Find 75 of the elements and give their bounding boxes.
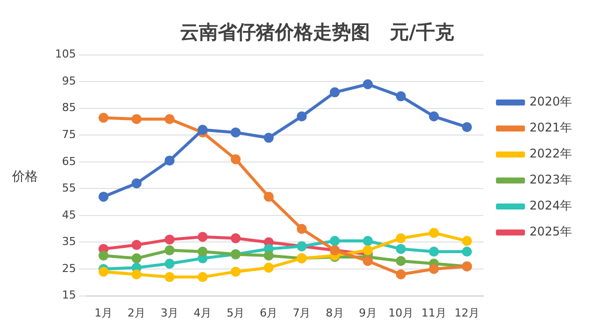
point	[462, 122, 472, 132]
x-tick-label: 5月	[226, 306, 245, 320]
point	[462, 236, 472, 246]
y-axis-title: 价格	[11, 169, 38, 184]
point	[296, 224, 307, 234]
point	[164, 156, 175, 166]
point	[296, 111, 307, 122]
point	[428, 264, 439, 274]
x-tick-label: 12月	[454, 306, 480, 320]
point	[230, 154, 241, 164]
point	[462, 246, 472, 257]
chart-title: 云南省仔猪价格走势图 元/千克	[180, 21, 454, 44]
x-tick-label: 10月	[388, 306, 414, 320]
x-tick-label: 11月	[421, 306, 446, 320]
y-tick-label: 25	[62, 262, 76, 275]
x-tick-label: 7月	[292, 306, 311, 320]
point	[362, 236, 373, 246]
x-tick-label: 3月	[160, 306, 179, 320]
y-tick-label: 35	[62, 235, 76, 248]
y-tick-label: 105	[54, 48, 76, 61]
point	[330, 87, 340, 98]
point	[264, 250, 274, 261]
y-tick-label: 85	[62, 101, 76, 114]
point	[428, 228, 439, 238]
point	[396, 233, 406, 244]
y-tick-label: 45	[62, 208, 76, 222]
point	[164, 245, 175, 256]
point	[264, 262, 274, 273]
point	[132, 253, 142, 264]
point	[330, 236, 340, 246]
y-tick-label: 55	[62, 182, 76, 195]
legend-label: 2021年	[529, 120, 572, 135]
point	[396, 256, 406, 266]
point	[164, 114, 175, 124]
y-tick-label: 95	[62, 74, 76, 88]
x-tick-label: 1月	[94, 306, 113, 320]
point	[396, 91, 406, 102]
point	[264, 192, 274, 202]
legend-label: 2025年	[529, 224, 572, 239]
point	[264, 132, 274, 143]
point	[132, 269, 142, 280]
legend-label: 2022年	[529, 146, 572, 161]
point	[396, 269, 406, 280]
point	[198, 232, 208, 242]
y-tick-label: 75	[62, 128, 76, 141]
point	[98, 112, 109, 123]
point	[98, 266, 109, 277]
point	[198, 124, 208, 135]
point	[198, 272, 208, 282]
point	[132, 178, 142, 188]
point	[132, 114, 142, 124]
point	[230, 127, 241, 138]
point	[428, 111, 439, 122]
point	[230, 233, 241, 244]
x-tick-label: 9月	[358, 306, 377, 320]
y-tick-label: 65	[62, 154, 76, 168]
x-tick-label: 8月	[326, 306, 344, 320]
point	[164, 272, 175, 282]
point	[198, 246, 208, 257]
point	[98, 250, 109, 261]
point	[164, 258, 175, 269]
point	[428, 246, 439, 257]
point	[362, 79, 373, 90]
point	[132, 240, 142, 250]
x-tick-label: 6月	[260, 306, 278, 320]
x-tick-label: 2月	[128, 306, 146, 320]
point	[164, 234, 175, 245]
legend-label: 2020年	[529, 94, 572, 109]
legend-label: 2023年	[529, 172, 572, 187]
point	[396, 244, 406, 254]
point	[98, 192, 109, 202]
legend-label: 2024年	[529, 198, 572, 213]
point	[230, 266, 241, 277]
y-tick-label: 15	[62, 288, 76, 302]
x-tick-label: 4月	[194, 306, 212, 320]
